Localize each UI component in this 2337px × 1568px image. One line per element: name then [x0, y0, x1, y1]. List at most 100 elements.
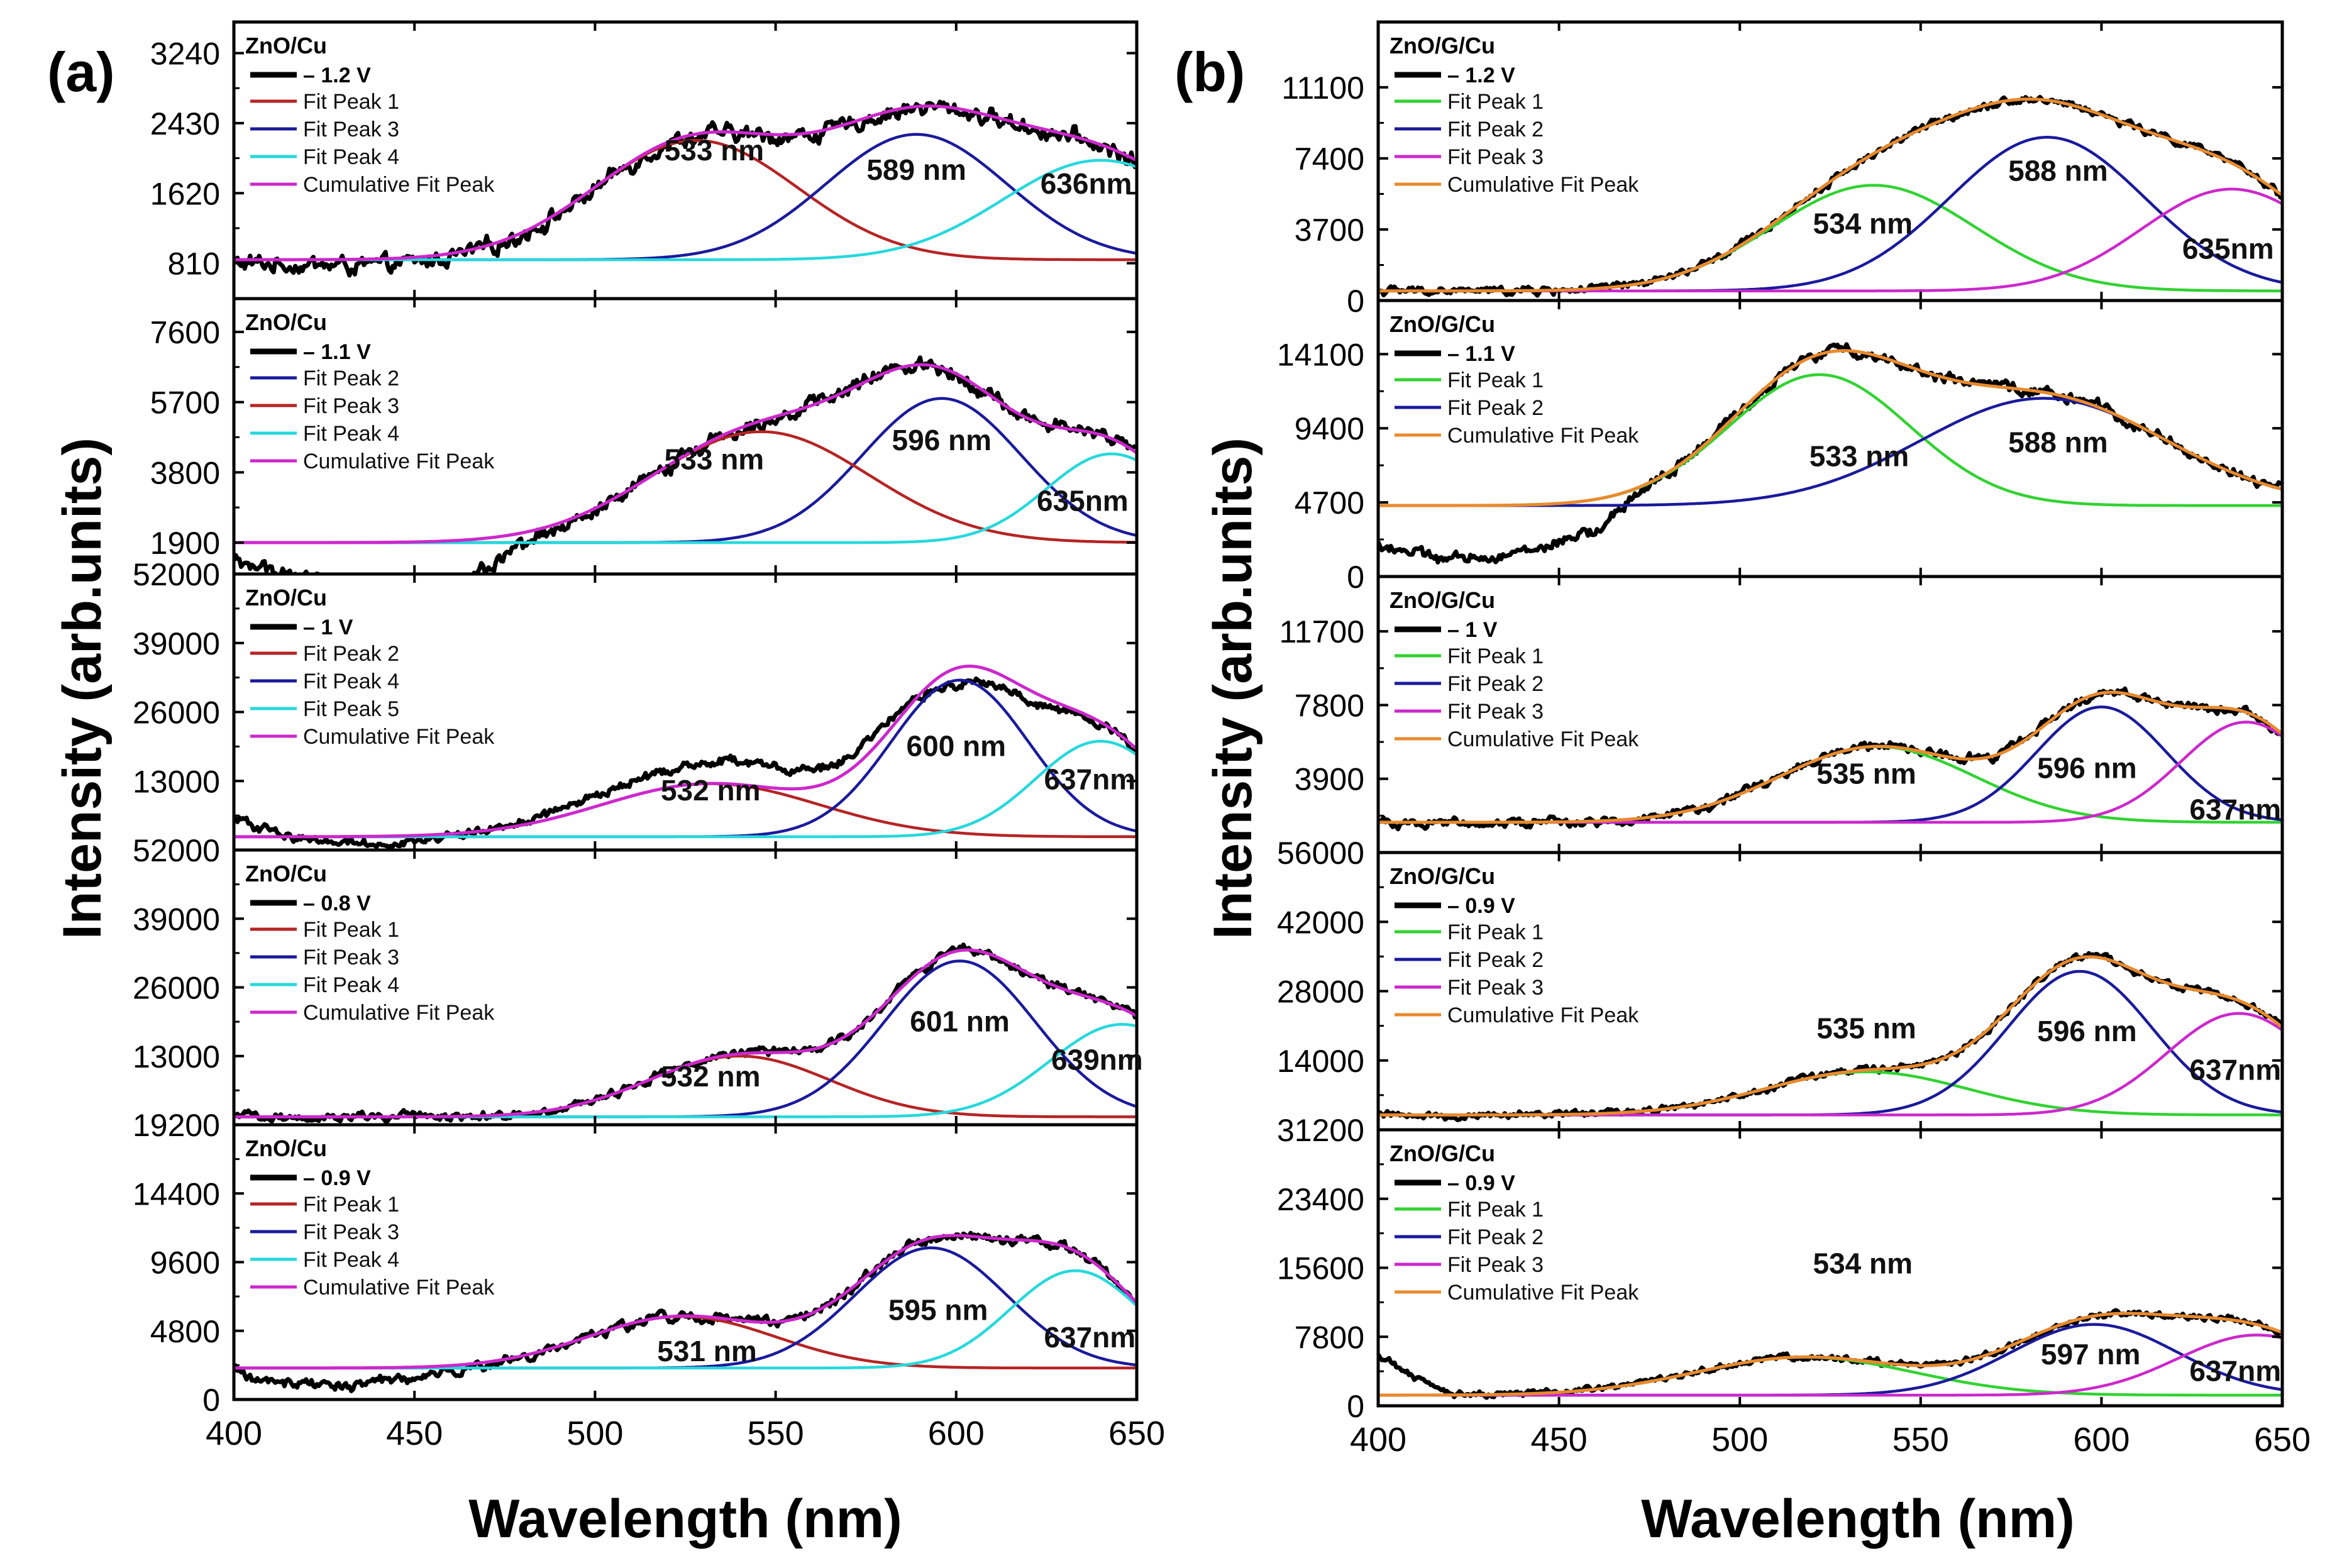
- legend-sample-label: ZnO/Cu: [245, 585, 327, 610]
- measured-spectrum-line: [234, 99, 1137, 278]
- panel-b: (b) 0 3700 7400 11100 ZnO/G/Cu – 1.2 V Fit Peak…: [1174, 20, 2311, 1459]
- peak-annotation: 589 nm: [866, 153, 966, 186]
- y-tick-label: 14100: [1277, 337, 1364, 372]
- peak-annotation: 637nm: [1044, 763, 1135, 795]
- y-tick-label: 11100: [1281, 70, 1364, 106]
- legend: ZnO/G/Cu – 1.2 V Fit Peak 1 Fit Peak 2 Fit P…: [1389, 33, 1639, 197]
- legend-entry-label: Cumulative Fit Peak: [303, 1001, 495, 1025]
- peak-annotation: 596 nm: [892, 424, 992, 456]
- y-tick-label: 52000: [133, 833, 220, 868]
- legend-sample-label: ZnO/G/Cu: [1389, 1140, 1495, 1166]
- panel-label: (b): [1174, 41, 1245, 103]
- curves: [234, 665, 1137, 850]
- y-tick-label: 7400: [1295, 141, 1364, 177]
- peak-annotation: 535 nm: [1816, 757, 1916, 790]
- y-tick-label: 0: [202, 1383, 220, 1418]
- legend-entry-label: Cumulative Fit Peak: [1447, 173, 1639, 197]
- peak-annotation: 596 nm: [2037, 1015, 2137, 1047]
- x-tick-label: 600: [2073, 1421, 2130, 1459]
- peak-annotation: 535 nm: [1816, 1012, 1916, 1044]
- legend-entry-label: Fit Peak 1: [1447, 368, 1544, 392]
- subplot-5: 0 7800 15600 23400 31200 ZnO/G/Cu – 0.9 V Fit P…: [1277, 1113, 2284, 1424]
- peak-annotation: 637nm: [1044, 1321, 1135, 1354]
- peak-annotation: 534 nm: [1813, 207, 1913, 240]
- y-tick-label: 31200: [1277, 1113, 1364, 1148]
- legend-sample-label: ZnO/G/Cu: [1389, 33, 1495, 58]
- legend-entry-label: Fit Peak 3: [303, 394, 399, 418]
- curves: [1378, 951, 2282, 1122]
- legend-entry-label: Fit Peak 1: [1447, 90, 1544, 114]
- legend-sample-label: ZnO/Cu: [245, 33, 327, 58]
- curves: [234, 942, 1137, 1124]
- y-tick-label: 52000: [133, 557, 220, 592]
- legend: ZnO/Cu – 1.1 V Fit Peak 2 Fit Peak 3 Fit Pea…: [245, 309, 495, 473]
- x-tick-label: 550: [748, 1415, 804, 1452]
- legend-voltage-label: – 0.8 V: [303, 892, 371, 915]
- legend-voltage-label: – 0.9 V: [303, 1166, 371, 1190]
- y-tick-label: 5700: [150, 385, 220, 421]
- peak-annotation: 639nm: [1051, 1044, 1143, 1076]
- legend-entry-label: Cumulative Fit Peak: [1447, 424, 1639, 448]
- subplot-5: 0 4800 9600 14400 19200 ZnO/Cu – 0.9 V Fit Peak…: [133, 1108, 1139, 1418]
- y-tick-label: 14000: [1277, 1044, 1364, 1079]
- cumulative-fit-line: [1378, 349, 2282, 507]
- y-tick-label: 28000: [1277, 974, 1364, 1010]
- y-tick-label: 1620: [150, 176, 220, 211]
- legend-entry-label: Fit Peak 2: [303, 642, 399, 666]
- curves: [234, 1230, 1137, 1393]
- panel-label: (a): [47, 41, 115, 103]
- legend-entry-label: Cumulative Fit Peak: [303, 1276, 495, 1300]
- peak-annotation: 533 nm: [665, 134, 765, 167]
- legend: ZnO/G/Cu – 0.9 V Fit Peak 1 Fit Peak 2 Fit P…: [1389, 1140, 1639, 1305]
- legend-entry-label: Fit Peak 3: [303, 1220, 399, 1244]
- legend-entry-label: Fit Peak 4: [303, 145, 399, 169]
- y-tick-label: 3900: [1295, 762, 1364, 797]
- legend-entry-label: Fit Peak 5: [303, 697, 399, 721]
- y-tick-label: 3240: [150, 36, 220, 72]
- peak-annotation: 601 nm: [910, 1005, 1010, 1037]
- cumulative-fit-line: [234, 665, 1137, 839]
- measured-spectrum-line: [1378, 342, 2282, 565]
- panel-a: (a) 810 1620 2430 3240 ZnO/Cu – 1.2 V Fit Peak …: [47, 20, 1165, 1452]
- curves: [1378, 686, 2282, 832]
- legend-entry-label: Fit Peak 3: [1447, 1253, 1544, 1277]
- legend-voltage-label: – 1.2 V: [303, 63, 371, 87]
- peak-annotation: 532 nm: [661, 774, 761, 807]
- legend: ZnO/Cu – 0.9 V Fit Peak 1 Fit Peak 3 Fit Pea…: [245, 1135, 495, 1300]
- subplot-1: 810 1620 2430 3240 ZnO/Cu – 1.2 V Fit Peak 1 Fi…: [150, 20, 1139, 301]
- y-tick-label: 0: [1347, 560, 1364, 595]
- x-tick-label: 650: [2254, 1421, 2311, 1459]
- cumulative-fit-line: [1378, 97, 2282, 293]
- legend-voltage-label: – 0.9 V: [1447, 894, 1515, 918]
- peak-annotation: 588 nm: [2008, 426, 2108, 458]
- legend-entry-label: Cumulative Fit Peak: [1447, 1003, 1639, 1027]
- x-tick-label: 550: [1892, 1421, 1949, 1459]
- legend-entry-label: Fit Peak 4: [303, 973, 399, 997]
- legend-voltage-label: – 1.2 V: [1447, 63, 1515, 87]
- legend: ZnO/Cu – 1.2 V Fit Peak 1 Fit Peak 3 Fit Pea…: [245, 33, 495, 197]
- legend-entry-label: Fit Peak 1: [1447, 1198, 1544, 1222]
- legend-voltage-label: – 1.1 V: [303, 340, 371, 364]
- legend-voltage-label: – 0.9 V: [1447, 1171, 1515, 1195]
- x-axis-title-b: Wavelength (nm): [1641, 1489, 2075, 1549]
- y-tick-label: 3800: [150, 455, 220, 490]
- legend: ZnO/Cu – 0.8 V Fit Peak 1 Fit Peak 3 Fit Pea…: [245, 861, 495, 1025]
- legend-entry-label: Cumulative Fit Peak: [303, 173, 495, 197]
- peak-annotation: 635nm: [2182, 233, 2274, 265]
- legend-voltage-label: – 1 V: [1447, 618, 1498, 642]
- legend-entry-label: Cumulative Fit Peak: [303, 725, 495, 749]
- legend-sample-label: ZnO/Cu: [245, 309, 327, 335]
- y-tick-label: 26000: [133, 695, 220, 731]
- cumulative-fit-line: [1378, 690, 2282, 824]
- y-tick-label: 0: [1347, 1389, 1364, 1424]
- legend-sample-label: ZnO/G/Cu: [1389, 863, 1495, 889]
- y-tick-label: 4800: [150, 1314, 220, 1349]
- curves: [1378, 94, 2282, 298]
- legend-entry-label: Fit Peak 1: [303, 918, 399, 942]
- legend-entry-label: Fit Peak 2: [1447, 948, 1544, 972]
- cumulative-fit-line: [234, 363, 1137, 544]
- peak-annotation: 532 nm: [661, 1060, 761, 1093]
- legend-entry-label: Cumulative Fit Peak: [303, 450, 495, 473]
